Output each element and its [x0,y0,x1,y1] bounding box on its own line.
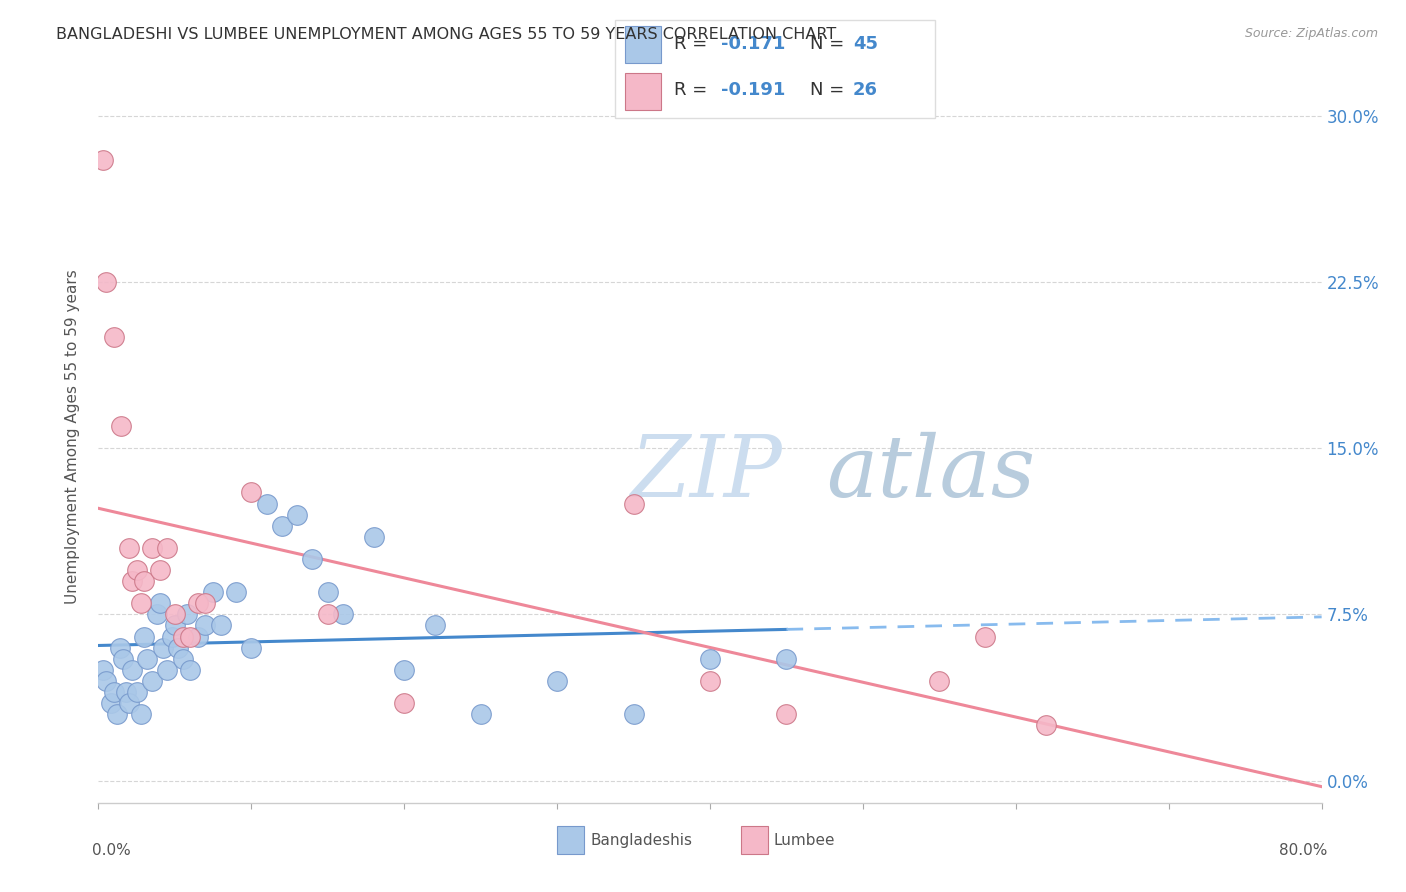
FancyBboxPatch shape [624,73,661,110]
Point [699,673,721,688]
Point [240,485,263,500]
Point [240,640,263,655]
Point [270,518,294,533]
Point [91,663,114,677]
Point [94,275,117,289]
Point [100,696,122,710]
Point [103,330,125,344]
Point [94,673,117,688]
Point [974,630,997,644]
Point [363,530,385,544]
Point [121,663,143,677]
Point [699,651,721,665]
Point [167,640,190,655]
Point [145,607,167,622]
Text: BANGLADESHI VS LUMBEE UNEMPLOYMENT AMONG AGES 55 TO 59 YEARS CORRELATION CHART: BANGLADESHI VS LUMBEE UNEMPLOYMENT AMONG… [56,27,837,42]
Point [172,651,194,665]
Point [176,607,198,622]
Point [202,585,225,599]
Point [187,630,209,644]
Point [149,563,172,577]
Text: -0.191: -0.191 [721,81,785,99]
Text: atlas: atlas [827,433,1035,515]
FancyBboxPatch shape [741,826,768,854]
Point [108,640,131,655]
Point [179,663,201,677]
Point [103,685,125,699]
Point [775,707,797,722]
Point [392,663,416,677]
Point [194,618,217,632]
Point [160,630,183,644]
FancyBboxPatch shape [624,26,661,63]
Text: Bangladeshis: Bangladeshis [591,832,692,847]
Point [623,497,645,511]
Point [134,630,156,644]
Point [392,696,416,710]
Point [141,541,163,555]
Point [149,596,172,610]
Point [623,707,645,722]
Point [141,673,163,688]
Point [163,618,186,632]
Point [470,707,492,722]
FancyBboxPatch shape [557,826,583,854]
Point [105,707,128,722]
Text: N =: N = [810,35,849,53]
Point [129,596,152,610]
Point [129,707,152,722]
Text: 26: 26 [853,81,877,99]
Point [172,630,194,644]
Point [91,153,114,167]
Point [179,630,201,644]
Text: R =: R = [675,35,713,53]
Text: 45: 45 [853,35,877,53]
Point [194,596,217,610]
Point [316,585,339,599]
Point [118,541,141,555]
Point [118,696,141,710]
Point [152,640,174,655]
Text: R =: R = [675,81,713,99]
Point [187,596,209,610]
Point [928,673,950,688]
Point [301,552,323,566]
Text: N =: N = [810,81,849,99]
Point [225,585,247,599]
Point [163,607,186,622]
Point [156,541,179,555]
Point [115,685,138,699]
Point [136,651,159,665]
Point [546,673,568,688]
Point [332,607,354,622]
Y-axis label: Unemployment Among Ages 55 to 59 years: Unemployment Among Ages 55 to 59 years [65,269,80,605]
Point [1035,718,1057,732]
Point [125,563,148,577]
Point [285,508,308,522]
Text: 0.0%: 0.0% [93,843,131,858]
Text: 80.0%: 80.0% [1279,843,1327,858]
Point [423,618,446,632]
Text: Source: ZipAtlas.com: Source: ZipAtlas.com [1244,27,1378,40]
Point [125,685,148,699]
Text: Lumbee: Lumbee [773,832,835,847]
Text: -0.171: -0.171 [721,35,785,53]
Text: ZIP: ZIP [630,433,782,515]
Point [156,663,179,677]
Point [316,607,339,622]
Point [110,419,132,434]
Point [256,497,278,511]
Point [134,574,156,589]
Point [775,651,797,665]
Point [111,651,134,665]
Point [209,618,232,632]
Point [121,574,143,589]
FancyBboxPatch shape [614,20,935,119]
